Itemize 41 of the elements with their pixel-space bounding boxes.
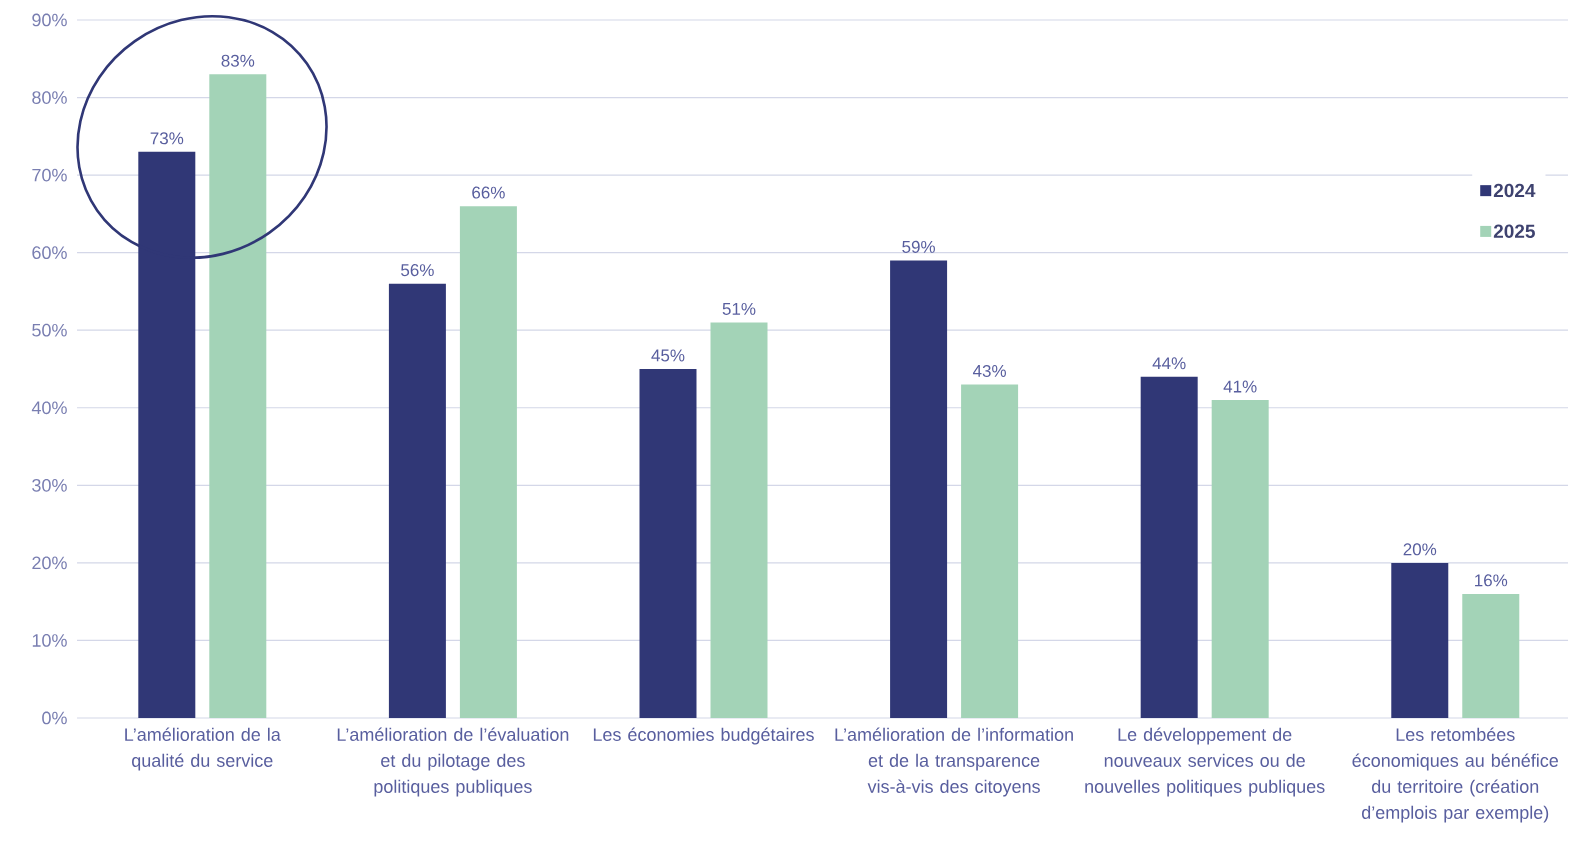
y-tick-label: 20% [32,556,67,570]
bar [890,260,948,718]
y-tick-label: 40% [31,401,67,415]
data-label: 16% [1475,574,1508,587]
data-label: 44% [1152,357,1186,370]
x-tick-label: Les économies budgétaires [593,727,814,745]
x-tick-label: L’amélioration de l’évaluation et du pilotage des politiques publiques [337,727,569,797]
y-tick-label: 50% [32,323,67,337]
bar [1462,593,1520,718]
x-tick-label: L’amélioration de la qualité du service [125,727,281,771]
bar [639,368,697,718]
y-tick-label: 60% [32,246,67,260]
data-label: 51% [722,302,756,315]
bar [1391,562,1449,718]
y-tick-label: 70% [32,168,67,182]
bar [209,74,267,718]
data-label: 20% [1403,543,1437,556]
data-label: 73% [150,132,184,145]
bar [1211,400,1269,718]
data-label: 56% [401,264,434,277]
data-label: 45% [651,349,685,362]
data-label: 83% [221,54,255,67]
bar [1140,376,1198,718]
bar [459,206,517,718]
legend-label: 2025 [1493,224,1535,238]
legend-label: 2024 [1493,183,1536,198]
data-label: 43% [972,364,1006,377]
y-tick-label: 90% [32,13,67,27]
data-label: 66% [472,186,505,199]
x-tick-label: L’amélioration de l’information et de la transparence vis-à-vis des citoyens [835,727,1073,797]
data-label: 59% [902,240,935,253]
y-tick-label: 30% [32,478,67,492]
bar [710,322,768,718]
x-tick-label: Les retombées économiques au bénéfice du territoire (création d’emplois par exemple) [1352,727,1558,823]
x-tick-label: Le développement de nouveaux services ou de nouvelles politiques publiques [1085,727,1325,797]
y-tick-label: 80% [32,91,67,104]
y-tick-label: 10% [32,634,67,647]
bar [961,384,1019,718]
y-tick-label: 0% [42,711,67,725]
data-label: 41% [1223,380,1257,393]
bar [388,283,446,718]
